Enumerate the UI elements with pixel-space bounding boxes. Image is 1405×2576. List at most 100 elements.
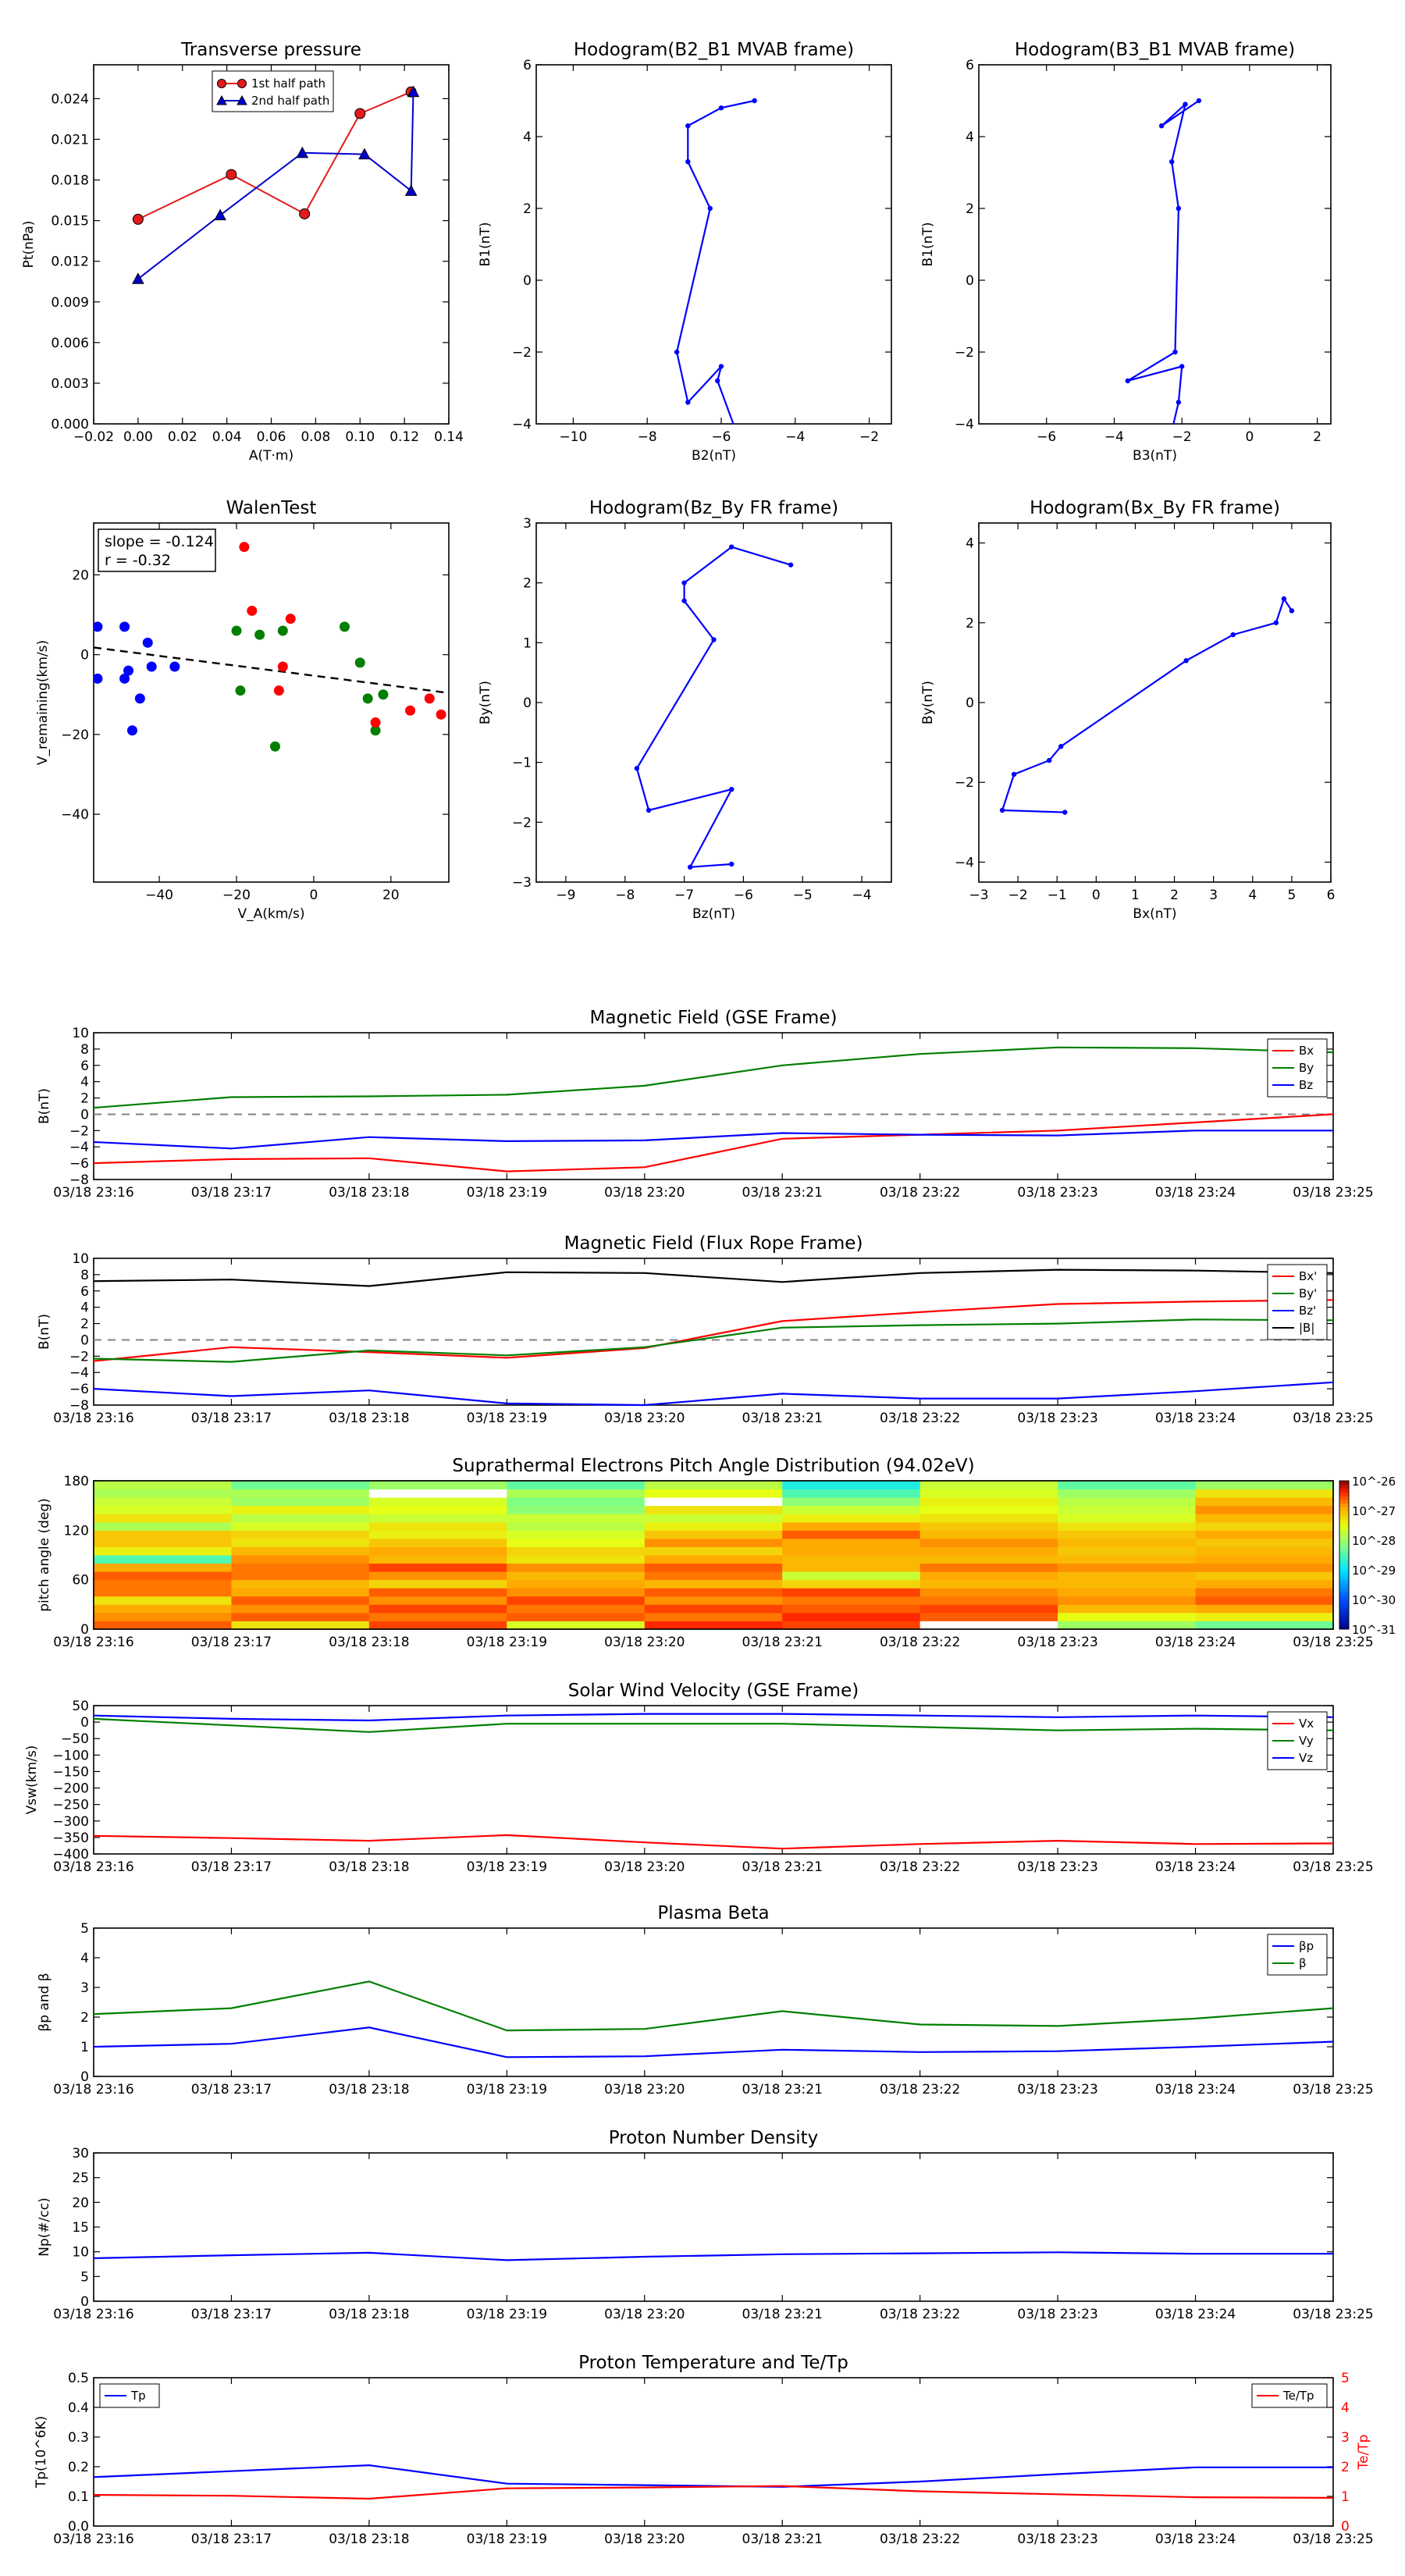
hxy-panel: Hodogram(Bx_By FR frame) −3 −2 −1 0 1 2 3 4 5 6 −4 −… (920, 498, 1335, 922)
pad-cell (368, 1530, 507, 1539)
h31-xtick-label: 0 (1246, 429, 1254, 445)
hzy-point (646, 807, 652, 813)
hxy-ytick-label: −2 (955, 775, 974, 791)
tp-point-triangle (296, 146, 309, 158)
tp-xtick-label: 0.00 (123, 429, 153, 445)
tp2-ytick-label: 0.0 (68, 2519, 89, 2535)
tp-point-circle (226, 169, 237, 180)
pad-cell (1195, 1546, 1334, 1556)
pad-cell (231, 1604, 370, 1614)
walen-point (146, 661, 157, 672)
bgse-ylabel: B(nT) (37, 1088, 52, 1124)
tp-xtick-label: 0.04 (212, 429, 242, 445)
pad-colorbar-step (1339, 1536, 1349, 1541)
tp2-time-label: 03/18 23:24 (1155, 2532, 1236, 2547)
pad-cell (644, 1505, 783, 1514)
hxy-ylabel: By(nT) (920, 681, 936, 724)
h21-xtick-label: −8 (638, 429, 657, 445)
tp-title: Transverse pressure (180, 40, 361, 60)
np-panel: Proton Number Density 0 5 10 15 20 25 30 Np(#/cc… (37, 2128, 1374, 2322)
beta-ytick-label: 0 (80, 2069, 89, 2085)
hxy-point (1281, 596, 1287, 602)
hzy-ytick-label: −1 (512, 756, 532, 771)
walen-point (277, 661, 288, 672)
walen-point (134, 693, 145, 704)
pad-cell (782, 1596, 921, 1605)
pad-cell (507, 1538, 646, 1547)
bfr-time-label: 03/18 23:21 (742, 1411, 823, 1426)
bfr-panel: Magnetic Field (Flux Rope Frame) −8−6−4−2… (37, 1233, 1374, 1426)
beta-series-β (93, 1980, 1334, 2032)
pad-panel: Suprathermal Electrons Pitch Angle Distr… (37, 1456, 1396, 1650)
tp2-series-1 (93, 2485, 1334, 2500)
tp-legend-marker (237, 94, 247, 105)
bfr-ytick-label: 2 (80, 1317, 89, 1332)
tp-point-triangle (358, 148, 371, 160)
bgse-frame (93, 1032, 1334, 1180)
vsw-ytick-label: −300 (52, 1814, 89, 1830)
walen-panel: WalenTest −40 −20 0 20 −40 −20 0 20 V_A(km/s) V_re… (35, 498, 450, 922)
vsw-time-label: 03/18 23:24 (1155, 1859, 1236, 1875)
vsw-series-Vy (93, 1717, 1334, 1733)
tp2-ytick-label: 0.2 (68, 2460, 89, 2475)
hzy-data (634, 544, 794, 870)
pad-colorbar-step (1339, 1551, 1349, 1556)
walen-point (126, 725, 137, 736)
pad-cell (368, 1481, 507, 1490)
pad-colorbar-step (1339, 1577, 1349, 1582)
pad-cell (1195, 1579, 1334, 1589)
pad-cell (507, 1530, 646, 1539)
bgse-time-label: 03/18 23:21 (742, 1185, 823, 1201)
hxy-ytick-label: 4 (966, 536, 974, 552)
tp-ytick-label: 0.009 (51, 295, 89, 311)
pad-cell (919, 1563, 1058, 1572)
hzy-point (687, 864, 693, 870)
h21-xtick-label: −4 (785, 429, 805, 445)
walen-ytick-label: 0 (80, 648, 89, 664)
np-time-label: 03/18 23:19 (467, 2307, 547, 2322)
walen-xtick-label: 0 (309, 888, 318, 903)
beta-time-label: 03/18 23:19 (467, 2082, 547, 2097)
hzy-ytick-label: −2 (512, 815, 532, 831)
pad-time-label: 03/18 23:21 (742, 1635, 823, 1650)
pad-colorbar-step (1339, 1507, 1349, 1511)
beta-time-label: 03/18 23:17 (191, 2082, 272, 2097)
tp-xtick-label: 0.02 (168, 429, 197, 445)
pad-cell (507, 1481, 646, 1490)
pad-cell (919, 1497, 1058, 1507)
pad-cell (1058, 1521, 1197, 1531)
pad-time-label: 03/18 23:20 (604, 1635, 685, 1650)
h21-xtick-label: −10 (559, 429, 587, 445)
pad-cell (231, 1505, 370, 1514)
walen-point (231, 625, 242, 636)
pad-cell (94, 1497, 232, 1507)
beta-time-label: 03/18 23:24 (1155, 2082, 1236, 2097)
pad-cell (1195, 1563, 1334, 1572)
pad-cell (507, 1489, 646, 1498)
h31-point (1158, 123, 1165, 129)
pad-ylabel: pitch angle (deg) (37, 1498, 52, 1612)
bgse-legend-label: Bx (1299, 1044, 1314, 1058)
pad-cell (368, 1546, 507, 1556)
bgse-time-label: 03/18 23:18 (329, 1185, 409, 1201)
hxy-xtick-label: 0 (1092, 888, 1101, 903)
pad-time-label: 03/18 23:17 (191, 1635, 272, 1650)
h31-point (1125, 378, 1131, 383)
pad-colorbar-label: 10^-29 (1352, 1564, 1396, 1578)
pad-ytick-label: 120 (64, 1523, 89, 1539)
pad-colorbar-step (1339, 1521, 1349, 1526)
pad-cell (1195, 1621, 1334, 1630)
bfr-series-Bz' (93, 1381, 1334, 1407)
bfr-time-label: 03/18 23:16 (53, 1411, 133, 1426)
np-time-label: 03/18 23:20 (604, 2307, 685, 2322)
beta-ytick-label: 3 (80, 1980, 89, 1996)
pad-cell (231, 1588, 370, 1597)
walen-point (405, 705, 416, 716)
pad-cell (1195, 1481, 1334, 1490)
pad-cell (782, 1604, 921, 1614)
bgse-ytick-label: 0 (80, 1107, 89, 1123)
tp-legend-box (212, 70, 334, 112)
pad-time-label: 03/18 23:22 (880, 1635, 960, 1650)
pad-cell (919, 1530, 1058, 1539)
hzy-point (681, 580, 687, 585)
